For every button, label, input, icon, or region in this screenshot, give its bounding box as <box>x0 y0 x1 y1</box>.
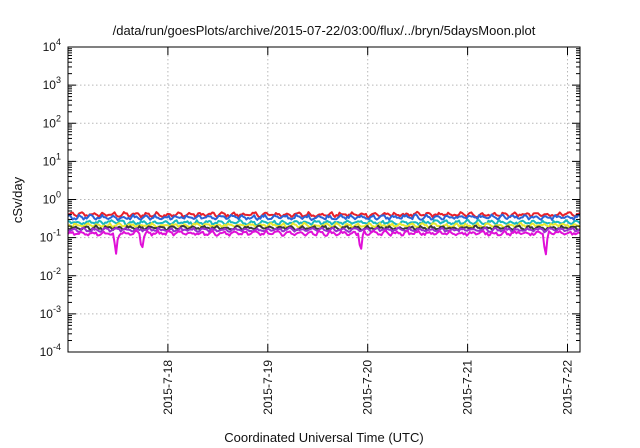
y-tick-base: 10 <box>40 345 54 359</box>
x-tick-label: 2015-7-21 <box>461 360 475 415</box>
x-tick-label: 2015-7-18 <box>161 360 175 415</box>
y-tick-base: 10 <box>40 231 54 245</box>
y-tick-label: 102 <box>43 113 61 130</box>
y-tick-label: 103 <box>43 75 61 92</box>
y-tick-base: 10 <box>43 40 57 54</box>
y-tick-exponent: -1 <box>53 228 61 238</box>
chart-title: /data/run/goesPlots/archive/2015-07-22/0… <box>113 23 536 38</box>
y-tick-label: 10-3 <box>40 304 61 321</box>
y-tick-exponent: -4 <box>53 342 61 352</box>
y-tick-label: 10-1 <box>40 228 61 245</box>
y-tick-exponent: 4 <box>56 37 61 47</box>
y-tick-label: 104 <box>43 37 61 54</box>
x-axis-label: Coordinated Universal Time (UTC) <box>224 430 423 445</box>
x-axis: 2015-7-18 2015-7-19 2015-7-20 2015-7-21 2015… <box>161 47 575 415</box>
y-tick-base: 10 <box>40 269 54 283</box>
y-tick-base: 10 <box>43 116 57 130</box>
series-line <box>67 229 581 256</box>
series-line <box>67 224 581 232</box>
y-tick-label: 100 <box>43 190 61 207</box>
x-tick-label: 2015-7-20 <box>361 360 375 415</box>
y-tick-base: 10 <box>43 154 57 168</box>
y-tick-base: 10 <box>43 193 57 207</box>
grid <box>68 47 580 352</box>
y-tick-label: 10-2 <box>40 266 61 283</box>
y-tick-label: 101 <box>43 151 61 168</box>
y-tick-exponent: -2 <box>53 266 61 276</box>
series-line <box>67 226 581 234</box>
y-tick-exponent: -3 <box>53 304 61 314</box>
y-tick-exponent: 1 <box>56 151 61 161</box>
y-tick-exponent: 3 <box>56 75 61 85</box>
y-tick-exponent: 2 <box>56 113 61 123</box>
series-line <box>67 213 581 222</box>
y-tick-base: 10 <box>43 78 57 92</box>
series-group <box>67 210 581 256</box>
y-tick-exponent: 0 <box>56 190 61 200</box>
y-axis-label: cSv/day <box>10 176 25 223</box>
x-tick-label: 2015-7-22 <box>561 360 575 415</box>
x-tick-label: 2015-7-19 <box>261 360 275 415</box>
y-tick-base: 10 <box>40 307 54 321</box>
series-line <box>67 219 581 227</box>
y-tick-label: 10-4 <box>40 342 61 359</box>
